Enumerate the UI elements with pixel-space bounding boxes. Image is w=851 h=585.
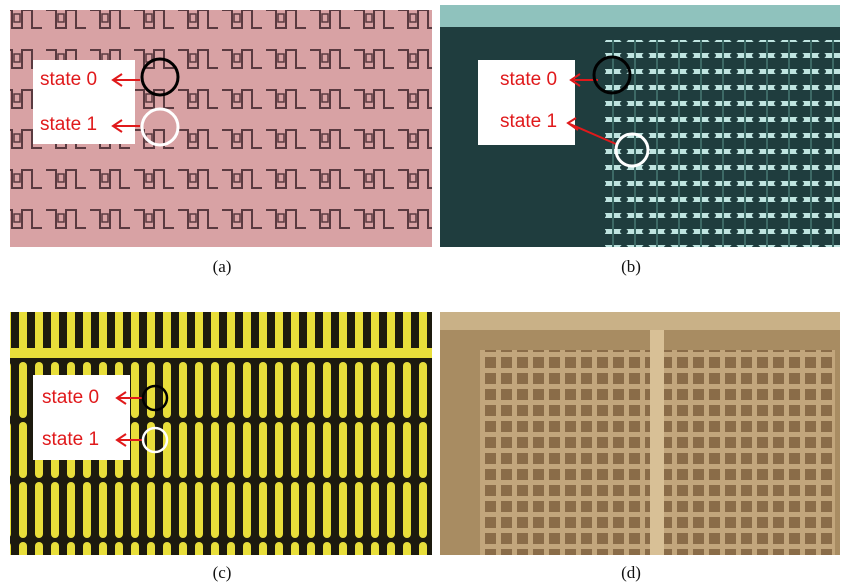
- label: state 1: [500, 111, 557, 132]
- figure: state 0 state 1 (a) state 0 state 1 (b) …: [0, 0, 851, 585]
- panel-c: state 0 state 1 (c): [10, 312, 432, 582]
- caption: (d): [621, 563, 641, 582]
- panel-a: state 0 state 1 (a): [10, 10, 432, 276]
- caption: (c): [213, 563, 232, 582]
- bus: [650, 330, 664, 555]
- caption: (a): [213, 257, 232, 276]
- label: state 0: [500, 69, 557, 90]
- page: state 0 state 1 (a) state 0 state 1 (b) …: [0, 0, 851, 585]
- label: state 1: [42, 429, 99, 450]
- panel-b: state 0 state 1 (b): [440, 5, 840, 276]
- label: state 0: [40, 69, 97, 90]
- panel-d: (d): [440, 312, 840, 582]
- label: state 0: [42, 387, 99, 408]
- caption: (b): [621, 257, 641, 276]
- edge: [440, 5, 840, 27]
- edge: [440, 312, 840, 330]
- micrograph-array: [605, 40, 840, 247]
- stripe: [10, 348, 432, 358]
- label: state 1: [40, 114, 97, 135]
